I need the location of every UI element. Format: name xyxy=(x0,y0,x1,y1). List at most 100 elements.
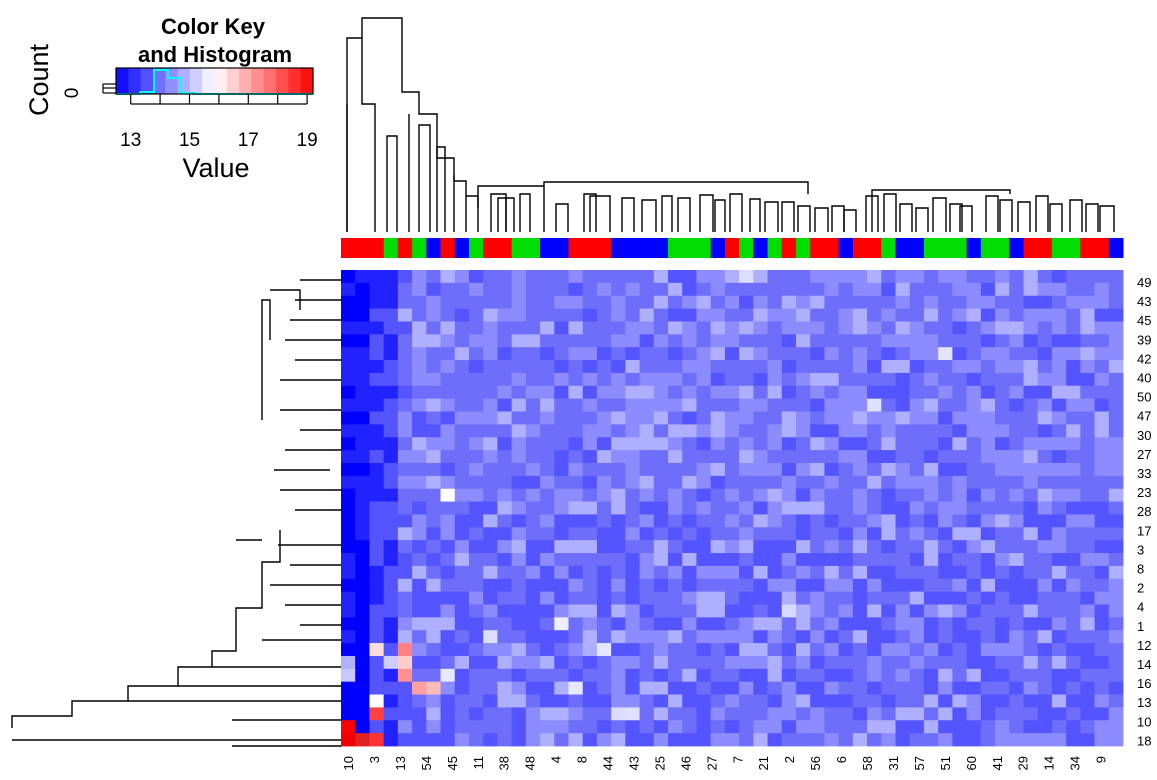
heatmap-cell xyxy=(468,295,484,309)
heatmap-cell xyxy=(682,655,697,670)
heatmap-cell xyxy=(938,553,953,567)
heatmap-cell xyxy=(582,282,598,297)
heatmap-cell xyxy=(838,437,854,451)
heatmap-cell xyxy=(980,385,996,400)
heatmap-cell xyxy=(881,437,896,451)
side-color-14 xyxy=(540,238,555,258)
heatmap-cell xyxy=(1023,643,1039,657)
heatmap-cell xyxy=(1066,295,1081,309)
heatmap-cell xyxy=(568,565,584,580)
heatmap-cell xyxy=(710,385,726,400)
heatmap-cell xyxy=(440,591,456,605)
heatmap-cell xyxy=(412,270,427,284)
key-title-line2: and Histogram xyxy=(138,42,292,67)
heatmap-cell xyxy=(611,282,626,297)
heatmap-cell xyxy=(824,694,840,708)
heatmap-cell xyxy=(383,720,399,734)
heatmap-cell xyxy=(440,385,456,400)
heatmap-cell xyxy=(653,514,669,528)
heatmap-cell xyxy=(497,681,513,695)
heatmap-cell xyxy=(1037,668,1053,683)
heatmap-cell xyxy=(724,578,740,593)
key-swatch xyxy=(251,68,265,94)
heatmap-cell xyxy=(1037,578,1053,593)
heatmap-cell xyxy=(483,733,498,747)
heatmap-cell xyxy=(1009,308,1024,322)
heatmap-cell xyxy=(341,334,356,348)
heatmap-cell xyxy=(995,514,1010,528)
heatmap-cell xyxy=(497,270,513,284)
heatmap-cell xyxy=(483,450,498,464)
heatmap-cell xyxy=(724,527,740,541)
heatmap-cell xyxy=(525,553,541,567)
heatmap-cell xyxy=(909,424,925,438)
heatmap-cell xyxy=(668,270,683,284)
heatmap-cell xyxy=(1037,565,1053,580)
heatmap-cell xyxy=(1037,591,1053,605)
heatmap-cell xyxy=(554,707,569,721)
heatmap-cell xyxy=(540,681,555,695)
heatmap-cell xyxy=(554,733,569,747)
key-y-ticks xyxy=(102,83,116,94)
heatmap-cell xyxy=(852,270,868,284)
heatmap-cell xyxy=(611,308,626,322)
heatmap-cell xyxy=(639,514,655,528)
heatmap-cell xyxy=(810,270,825,284)
heatmap-cell xyxy=(824,321,840,335)
heatmap-cell xyxy=(383,372,399,387)
heatmap-cell xyxy=(440,308,456,322)
heatmap-cell xyxy=(923,591,939,605)
heatmap-cell xyxy=(909,411,925,425)
heatmap-cell xyxy=(1051,565,1067,580)
heatmap-cell xyxy=(966,437,982,451)
heatmap-cell xyxy=(511,424,527,438)
heatmap-cell xyxy=(938,308,953,322)
heatmap-cell xyxy=(440,475,456,490)
heatmap-cell xyxy=(909,270,925,284)
heatmap-cell xyxy=(724,398,740,412)
heatmap-cell xyxy=(938,733,953,747)
heatmap-cell xyxy=(440,527,456,541)
heatmap-cell xyxy=(1009,643,1024,657)
heatmap-cell xyxy=(426,578,441,593)
heatmap-cell xyxy=(852,372,868,387)
column-dendrogram-branch xyxy=(519,193,531,232)
side-color-2 xyxy=(369,238,385,258)
heatmap-cell xyxy=(1051,643,1067,657)
heatmap-cell xyxy=(1051,707,1067,721)
heatmap-cell xyxy=(696,334,712,348)
heatmap-cell xyxy=(397,462,413,477)
heatmap-cell xyxy=(781,347,797,361)
heatmap-cell xyxy=(341,694,356,708)
heatmap-cell xyxy=(355,630,370,644)
heatmap-cell xyxy=(682,347,697,361)
heatmap-cell xyxy=(724,565,740,580)
heatmap-cell xyxy=(397,643,413,657)
heatmap-cell xyxy=(980,527,996,541)
heatmap-cell xyxy=(753,553,768,567)
heatmap-cell xyxy=(895,411,911,425)
heatmap-cell xyxy=(341,681,356,695)
heatmap-cell xyxy=(881,694,896,708)
heatmap-cell xyxy=(923,565,939,580)
heatmap-cell xyxy=(1066,591,1081,605)
heatmap-cell xyxy=(1009,398,1024,412)
heatmap-cell xyxy=(753,360,768,374)
heatmap-cell xyxy=(810,385,825,400)
heatmap-cell xyxy=(511,488,527,502)
heatmap-cell xyxy=(881,475,896,490)
heatmap-cell xyxy=(881,462,896,477)
heatmap-cell xyxy=(383,514,399,528)
heatmap-cell xyxy=(540,385,555,400)
heatmap-cell xyxy=(781,668,797,683)
column-dendrogram-branch xyxy=(959,205,973,232)
heatmap-cell xyxy=(383,591,399,605)
heatmap-cell xyxy=(639,553,655,567)
heatmap-cell xyxy=(682,385,697,400)
heatmap-cell xyxy=(611,553,626,567)
heatmap-cell xyxy=(867,578,882,593)
heatmap-cell xyxy=(1023,553,1039,567)
heatmap-cell xyxy=(1037,540,1053,554)
heatmap-cell xyxy=(1094,578,1110,593)
heatmap-cell xyxy=(426,398,441,412)
